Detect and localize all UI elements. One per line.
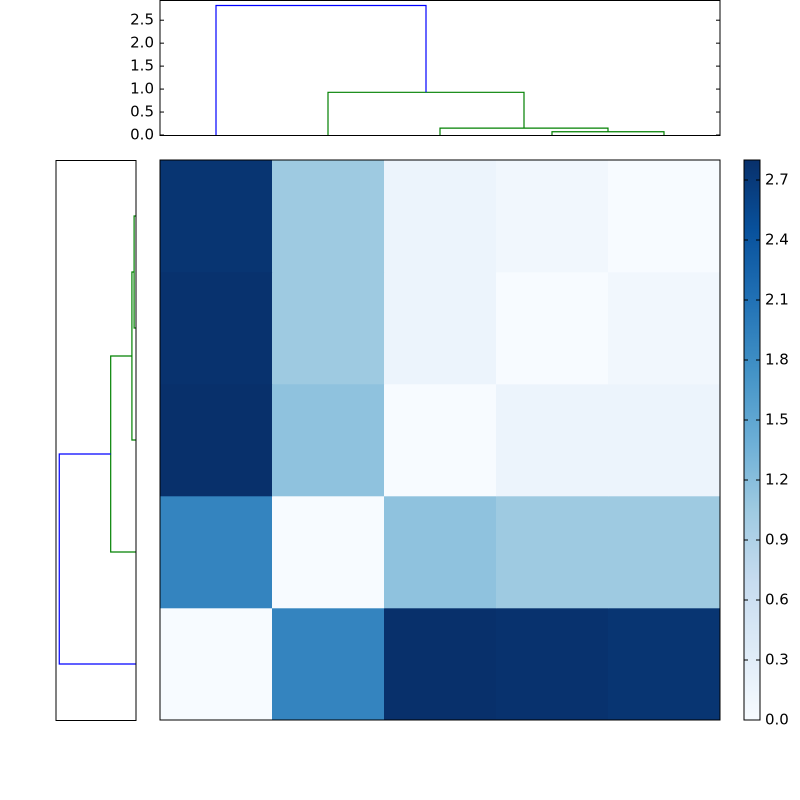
colorbar-tick-label: 0.3 (765, 651, 789, 669)
heatmap-cell (384, 160, 497, 273)
heatmap-cell (272, 272, 385, 385)
y-tick-label: 2.0 (130, 34, 154, 52)
axes-frame (159, 159, 721, 721)
heatmap-cell (608, 496, 721, 609)
colorbar-tick-label: 1.8 (765, 351, 789, 369)
heatmap-cell (272, 608, 385, 721)
heatmap-cell (384, 608, 497, 721)
dendrogram-link (215, 4, 427, 135)
y-tick-label: 0.5 (130, 103, 154, 121)
heatmap-cell (272, 160, 385, 273)
colorbar-tick-label: 1.2 (765, 471, 789, 489)
heatmap-cell (608, 384, 721, 497)
heatmap-cell (160, 384, 273, 497)
heatmap-cell (496, 160, 609, 273)
heatmap-cell (272, 384, 385, 497)
heatmap-cell (384, 496, 497, 609)
axes-frame (55, 160, 137, 721)
heatmap-cell (160, 160, 273, 273)
colorbar-tick-label: 2.7 (765, 171, 789, 189)
heatmap-cell (608, 608, 721, 721)
colorbar-tick-label: 2.4 (765, 231, 789, 249)
heatmap-cell (608, 272, 721, 385)
heatmap-cell (384, 384, 497, 497)
heatmap-cell (608, 160, 721, 273)
heatmap-cell (496, 496, 609, 609)
dendrogram-link (58, 453, 136, 665)
colorbar-tick-label: 0.9 (765, 531, 789, 549)
heatmap-cell (160, 608, 273, 721)
heatmap-cell (272, 496, 385, 609)
heatmap-cell (496, 272, 609, 385)
colorbar (744, 160, 760, 720)
colorbar-tick-label: 2.1 (765, 291, 789, 309)
colorbar-frame (743, 159, 761, 721)
heatmap-cell (496, 384, 609, 497)
y-tick-label: 1.0 (130, 80, 154, 98)
y-tick-label: 1.5 (130, 57, 154, 75)
y-tick-label: 0.0 (130, 126, 154, 144)
dendrogram-link (110, 355, 136, 553)
heatmap-cell (160, 496, 273, 609)
colorbar-tick-label: 1.5 (765, 411, 789, 429)
dendrogram-link (551, 131, 665, 135)
colorbar-tick-label: 0.6 (765, 591, 789, 609)
y-tick-label: 2.5 (130, 11, 154, 29)
axes-frame (159, 0, 721, 136)
heatmap-cell (496, 608, 609, 721)
heatmap-cell (384, 272, 497, 385)
colorbar-tick-label: 0.0 (765, 711, 789, 729)
heatmap-cell (160, 272, 273, 385)
